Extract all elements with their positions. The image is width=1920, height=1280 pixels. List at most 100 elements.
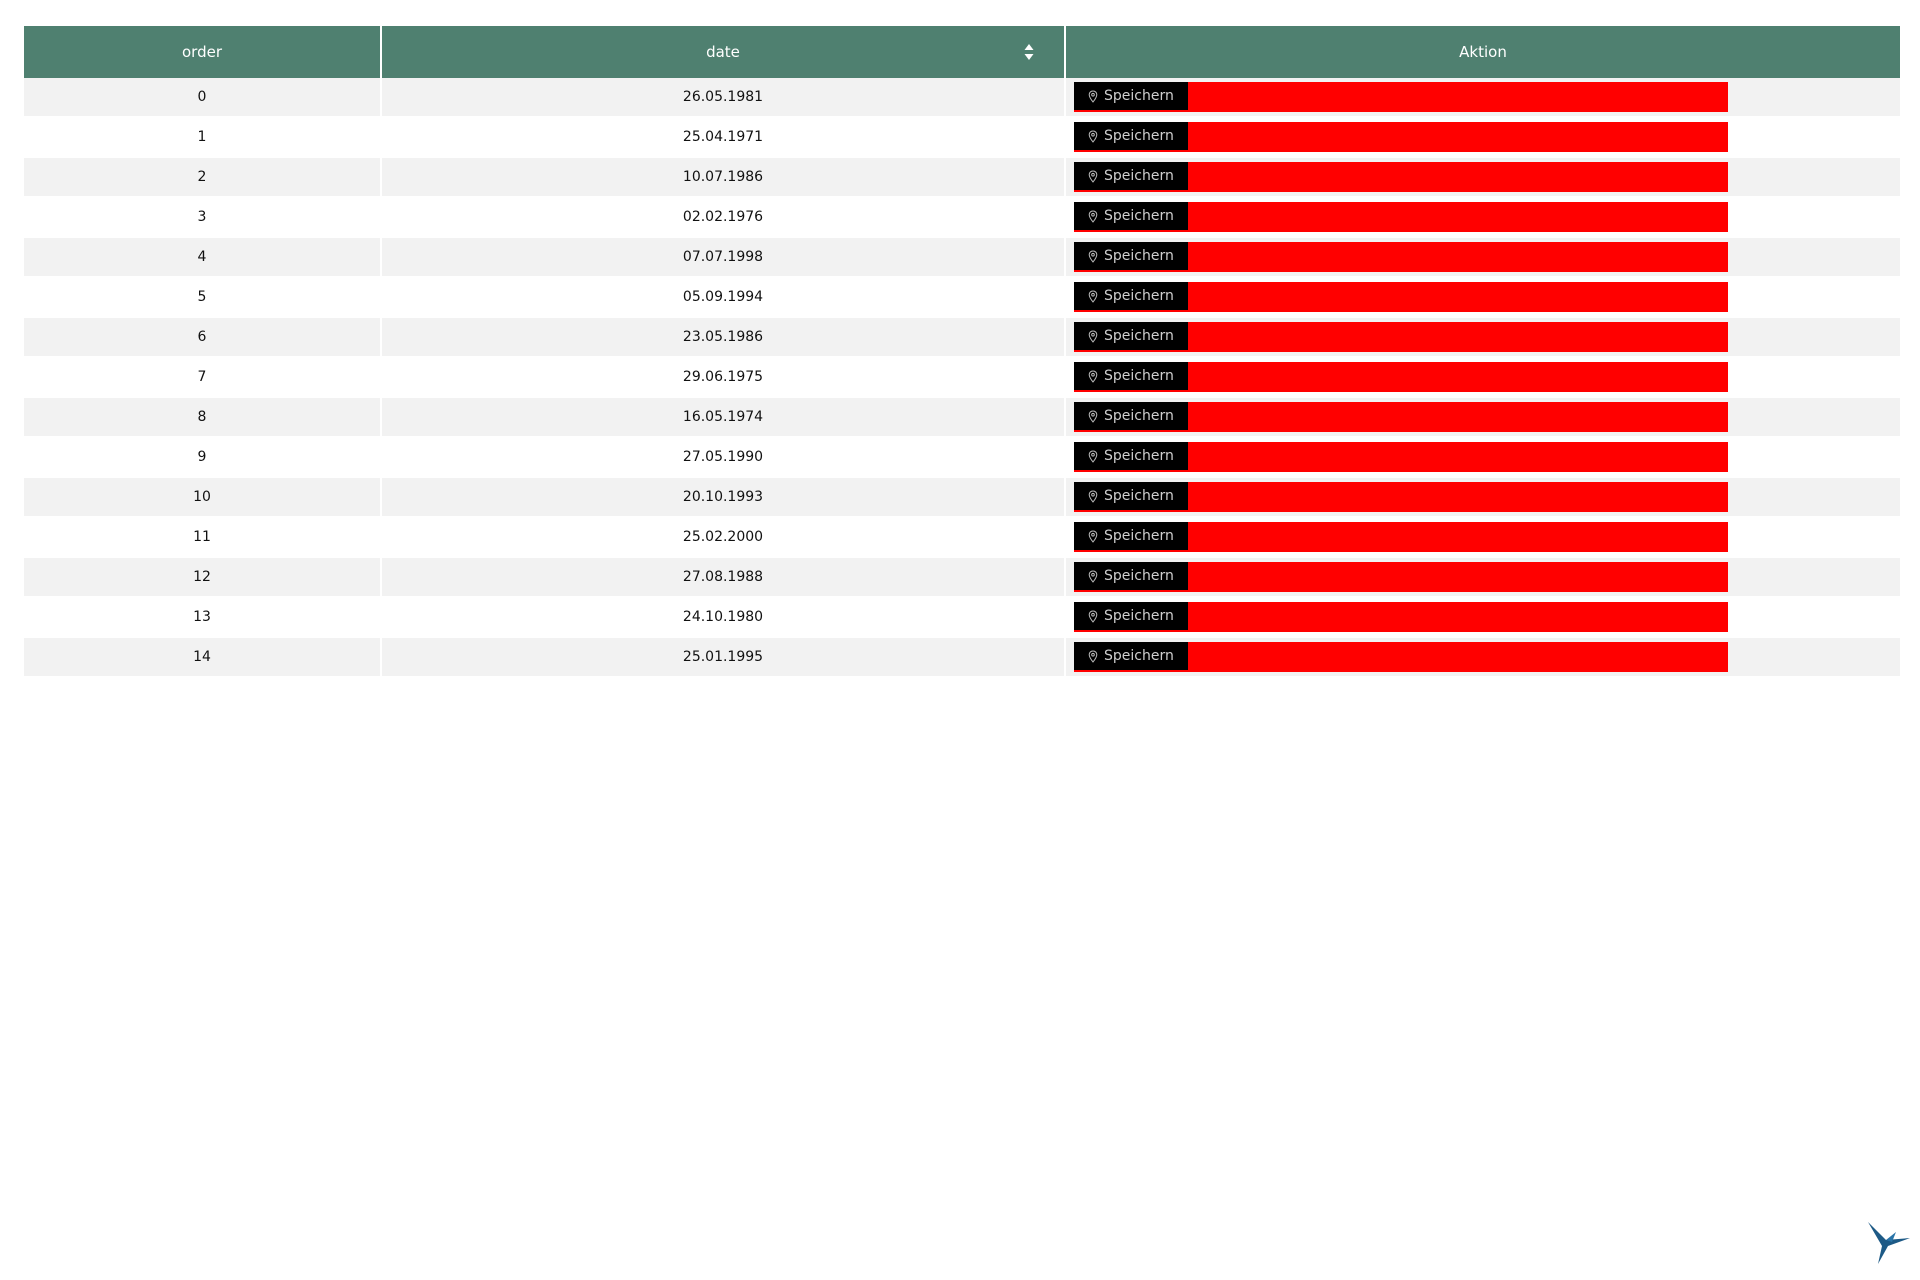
cell-action: Speichern bbox=[1066, 558, 1900, 598]
action-group: Speichern bbox=[1074, 282, 1728, 312]
save-button[interactable]: Speichern bbox=[1074, 202, 1188, 232]
pin-icon bbox=[1088, 409, 1098, 423]
cell-date: 26.05.1981 bbox=[382, 78, 1066, 118]
cell-order: 2 bbox=[24, 158, 382, 198]
cell-order: 5 bbox=[24, 278, 382, 318]
cell-action: Speichern bbox=[1066, 318, 1900, 358]
action-group: Speichern bbox=[1074, 242, 1728, 272]
pin-icon bbox=[1088, 89, 1098, 103]
sort-icon[interactable] bbox=[1024, 43, 1034, 61]
table-row: 8 16.05.1974 Speichern bbox=[24, 398, 1900, 438]
action-group: Speichern bbox=[1074, 202, 1728, 232]
action-bar bbox=[1188, 602, 1728, 632]
save-button-label: Speichern bbox=[1104, 88, 1174, 104]
save-button[interactable]: Speichern bbox=[1074, 322, 1188, 352]
cell-order: 11 bbox=[24, 518, 382, 558]
pin-icon bbox=[1088, 609, 1098, 623]
cell-action: Speichern bbox=[1066, 478, 1900, 518]
cell-action: Speichern bbox=[1066, 78, 1900, 118]
save-button[interactable]: Speichern bbox=[1074, 82, 1188, 112]
cell-action: Speichern bbox=[1066, 638, 1900, 678]
action-bar bbox=[1188, 282, 1728, 312]
cell-action: Speichern bbox=[1066, 158, 1900, 198]
cell-order: 3 bbox=[24, 198, 382, 238]
action-group: Speichern bbox=[1074, 482, 1728, 512]
save-button[interactable]: Speichern bbox=[1074, 282, 1188, 312]
table-row: 10 20.10.1993 Speichern bbox=[24, 478, 1900, 518]
pin-icon bbox=[1088, 489, 1098, 503]
action-group: Speichern bbox=[1074, 402, 1728, 432]
cell-order: 7 bbox=[24, 358, 382, 398]
pin-icon bbox=[1088, 369, 1098, 383]
action-group: Speichern bbox=[1074, 82, 1728, 112]
cell-action: Speichern bbox=[1066, 118, 1900, 158]
action-bar bbox=[1188, 402, 1728, 432]
action-bar bbox=[1188, 242, 1728, 272]
save-button[interactable]: Speichern bbox=[1074, 362, 1188, 392]
save-button[interactable]: Speichern bbox=[1074, 482, 1188, 512]
action-bar bbox=[1188, 322, 1728, 352]
save-button-label: Speichern bbox=[1104, 368, 1174, 384]
save-button-label: Speichern bbox=[1104, 208, 1174, 224]
save-button-label: Speichern bbox=[1104, 448, 1174, 464]
cell-date: 27.08.1988 bbox=[382, 558, 1066, 598]
table-row: 14 25.01.1995 Speichern bbox=[24, 638, 1900, 678]
save-button-label: Speichern bbox=[1104, 648, 1174, 664]
pin-icon bbox=[1088, 449, 1098, 463]
save-button[interactable]: Speichern bbox=[1074, 442, 1188, 472]
action-bar bbox=[1188, 442, 1728, 472]
bird-logo-icon bbox=[1868, 1222, 1910, 1264]
save-button[interactable]: Speichern bbox=[1074, 162, 1188, 192]
pin-icon bbox=[1088, 249, 1098, 263]
cell-action: Speichern bbox=[1066, 438, 1900, 478]
action-group: Speichern bbox=[1074, 162, 1728, 192]
save-button-label: Speichern bbox=[1104, 488, 1174, 504]
cell-date: 24.10.1980 bbox=[382, 598, 1066, 638]
pin-icon bbox=[1088, 129, 1098, 143]
table-row: 2 10.07.1986 Speichern bbox=[24, 158, 1900, 198]
save-button[interactable]: Speichern bbox=[1074, 522, 1188, 552]
pin-icon bbox=[1088, 329, 1098, 343]
save-button-label: Speichern bbox=[1104, 608, 1174, 624]
pin-icon bbox=[1088, 649, 1098, 663]
column-header-date[interactable]: date bbox=[382, 26, 1066, 78]
table-row: 13 24.10.1980 Speichern bbox=[24, 598, 1900, 638]
pin-icon bbox=[1088, 569, 1098, 583]
save-button[interactable]: Speichern bbox=[1074, 642, 1188, 672]
cell-action: Speichern bbox=[1066, 238, 1900, 278]
table-row: 6 23.05.1986 Speichern bbox=[24, 318, 1900, 358]
save-button-label: Speichern bbox=[1104, 408, 1174, 424]
table-row: 0 26.05.1981 Speichern bbox=[24, 78, 1900, 118]
cell-order: 13 bbox=[24, 598, 382, 638]
cell-order: 9 bbox=[24, 438, 382, 478]
data-table: order date Aktion 0 26.05.1981 Speichern 1 2… bbox=[24, 26, 1900, 678]
column-header-order[interactable]: order bbox=[24, 26, 382, 78]
table-container: order date Aktion 0 26.05.1981 Speichern 1 2… bbox=[24, 26, 1900, 678]
save-button[interactable]: Speichern bbox=[1074, 122, 1188, 152]
column-header-order-label: order bbox=[182, 43, 222, 61]
save-button-label: Speichern bbox=[1104, 128, 1174, 144]
save-button-label: Speichern bbox=[1104, 248, 1174, 264]
save-button[interactable]: Speichern bbox=[1074, 242, 1188, 272]
cell-date: 07.07.1998 bbox=[382, 238, 1066, 278]
action-bar bbox=[1188, 642, 1728, 672]
save-button-label: Speichern bbox=[1104, 528, 1174, 544]
save-button[interactable]: Speichern bbox=[1074, 602, 1188, 632]
cell-date: 27.05.1990 bbox=[382, 438, 1066, 478]
action-group: Speichern bbox=[1074, 642, 1728, 672]
cell-order: 6 bbox=[24, 318, 382, 358]
action-group: Speichern bbox=[1074, 442, 1728, 472]
cell-action: Speichern bbox=[1066, 598, 1900, 638]
cell-order: 1 bbox=[24, 118, 382, 158]
cell-date: 29.06.1975 bbox=[382, 358, 1066, 398]
action-group: Speichern bbox=[1074, 522, 1728, 552]
save-button[interactable]: Speichern bbox=[1074, 562, 1188, 592]
table-row: 5 05.09.1994 Speichern bbox=[24, 278, 1900, 318]
table-row: 12 27.08.1988 Speichern bbox=[24, 558, 1900, 598]
action-bar bbox=[1188, 122, 1728, 152]
cell-action: Speichern bbox=[1066, 518, 1900, 558]
action-bar bbox=[1188, 562, 1728, 592]
cell-date: 23.05.1986 bbox=[382, 318, 1066, 358]
save-button[interactable]: Speichern bbox=[1074, 402, 1188, 432]
cell-date: 05.09.1994 bbox=[382, 278, 1066, 318]
